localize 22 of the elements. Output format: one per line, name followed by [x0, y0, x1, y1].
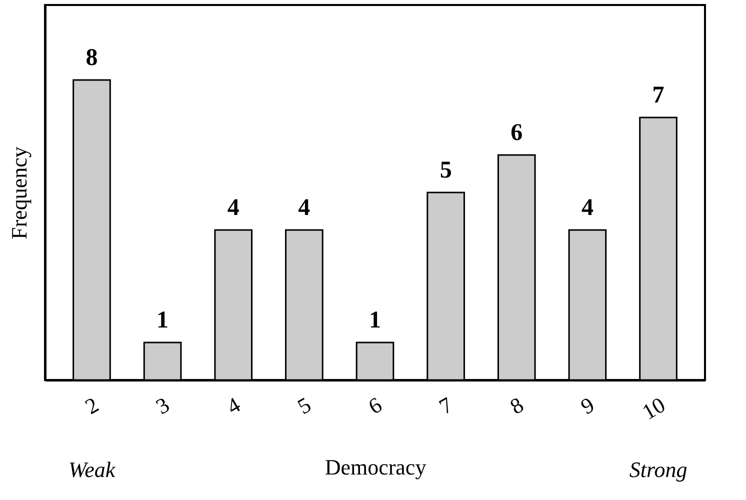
data-label: 1 [156, 308, 169, 334]
text: Weak [68, 457, 116, 482]
x-tick-label: 2 [80, 392, 103, 420]
data-label: 7 [652, 82, 664, 108]
x-tick-label: 9 [576, 392, 598, 420]
y-axis-title: Frequency [6, 146, 32, 240]
x-tick-label: 3 [152, 392, 174, 420]
data-label: 5 [440, 158, 452, 184]
data-label: 4 [227, 195, 240, 221]
data-label: 6 [510, 120, 523, 146]
x-axis-title: Democracy [324, 454, 426, 480]
x-tick-label: 5 [293, 392, 316, 420]
x-tick-label: 8 [506, 392, 528, 420]
data-label: 4 [581, 195, 594, 221]
x-tick-label: 4 [222, 392, 244, 420]
data-label: 4 [298, 195, 310, 221]
x-tick-label: 6 [364, 392, 386, 420]
x-tick-label: 7 [434, 392, 457, 420]
data-label: 8 [86, 45, 98, 71]
text: Strong [629, 457, 688, 482]
data-label: 1 [369, 308, 381, 334]
x-tick-label: 10 [638, 392, 670, 425]
